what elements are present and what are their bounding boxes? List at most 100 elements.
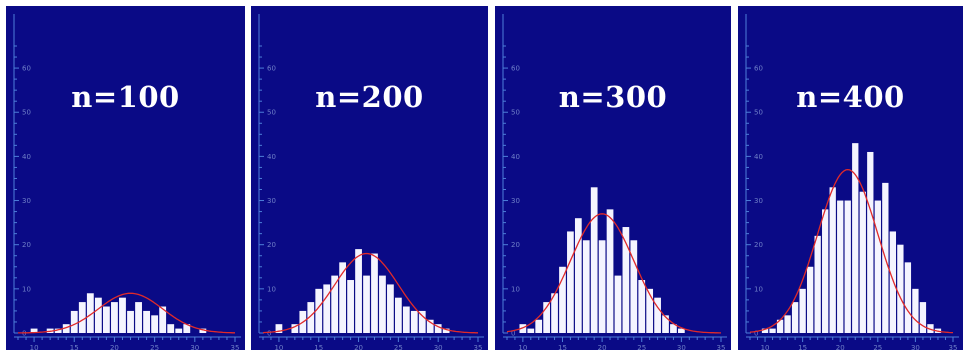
x-tick-label: 15 xyxy=(558,344,567,350)
histogram-bar xyxy=(402,306,410,333)
y-tick-label: 60 xyxy=(511,65,520,73)
y-tick-label: 30 xyxy=(754,197,763,205)
y-tick-label: 20 xyxy=(267,241,276,249)
histogram-chart-1: 0 10 20 30 40 50 60 10 15 20 25 30 35 xyxy=(13,14,241,350)
y-tick-label: 0 xyxy=(511,330,515,338)
histogram-bar xyxy=(307,302,315,333)
histogram-bar xyxy=(291,324,299,333)
y-tick-label: 30 xyxy=(22,197,31,205)
y-tick-label: 60 xyxy=(267,65,276,73)
histogram-bar xyxy=(859,191,866,333)
histogram-bar xyxy=(927,324,934,333)
histogram-bar xyxy=(70,310,78,333)
histogram-bar xyxy=(582,240,590,333)
histogram-bar xyxy=(442,328,450,333)
y-tick-label: 50 xyxy=(22,109,31,117)
y-tick-label: 50 xyxy=(267,109,276,117)
histogram-bar xyxy=(167,324,175,333)
histogram-bar xyxy=(62,324,70,333)
x-tick-label: 30 xyxy=(911,344,920,350)
histogram-bar xyxy=(614,275,622,333)
y-tick-label: 0 xyxy=(22,330,26,338)
histogram-bar xyxy=(410,310,418,333)
histogram-panel-1: 0 10 20 30 40 50 60 10 15 20 25 30 35 n=100 xyxy=(6,6,245,350)
y-tick-label: 30 xyxy=(267,197,276,205)
histogram-bar xyxy=(331,275,339,333)
x-tick-label: 10 xyxy=(30,344,39,350)
x-tick-label: 25 xyxy=(394,344,403,350)
histogram-bar xyxy=(387,284,394,333)
x-tick-label: 20 xyxy=(354,344,363,350)
histogram-bar xyxy=(418,310,426,333)
histogram-bar xyxy=(394,297,402,333)
histogram-bar xyxy=(535,319,543,333)
y-tick-label: 20 xyxy=(754,241,763,249)
histogram-bar xyxy=(355,249,362,333)
y-tick-label: 40 xyxy=(511,153,520,161)
histogram-bar xyxy=(102,306,110,333)
histogram-bar xyxy=(598,240,606,333)
histogram-bar xyxy=(183,324,191,333)
x-tick-label: 30 xyxy=(190,344,199,350)
histogram-bar xyxy=(814,235,821,333)
histogram-bar xyxy=(874,200,881,333)
x-tick-label: 15 xyxy=(314,344,323,350)
histogram-bar xyxy=(559,266,566,333)
y-tick-label: 10 xyxy=(754,285,763,293)
histogram-panel-2: 0 10 20 30 40 50 60 10 15 20 25 30 35 n=200 xyxy=(251,6,488,350)
histogram-bar xyxy=(119,297,126,333)
histogram-bar xyxy=(339,262,347,333)
y-tick-label: 10 xyxy=(22,285,31,293)
histogram-bar xyxy=(638,280,646,333)
histogram-bar xyxy=(761,328,769,333)
x-tick-label: 35 xyxy=(231,344,240,350)
histogram-bar xyxy=(379,275,386,333)
y-tick-label: 40 xyxy=(754,153,763,161)
normal-fit-curve xyxy=(18,292,235,334)
x-tick-label: 10 xyxy=(274,344,283,350)
histogram-bar xyxy=(519,324,527,333)
y-tick-label: 10 xyxy=(267,285,276,293)
histogram-bar xyxy=(776,319,784,333)
y-tick-label: 0 xyxy=(267,330,271,338)
y-tick-label: 50 xyxy=(511,109,520,117)
x-tick-label: 30 xyxy=(677,344,686,350)
x-tick-label: 35 xyxy=(949,344,958,350)
histogram-bar xyxy=(371,253,378,333)
panel-title-4: n=400 xyxy=(796,80,905,114)
histogram-bar xyxy=(135,302,142,333)
y-tick-label: 40 xyxy=(22,153,31,161)
histogram-bar xyxy=(30,328,38,333)
histogram-bar xyxy=(199,328,207,333)
histogram-bar xyxy=(434,324,442,333)
histogram-bar xyxy=(670,324,677,333)
x-tick-label: 25 xyxy=(873,344,882,350)
histogram-bar xyxy=(315,288,323,333)
y-tick-label: 30 xyxy=(511,197,520,205)
histogram-bar xyxy=(111,302,118,333)
histogram-bar xyxy=(543,302,550,333)
histogram-bar xyxy=(769,328,776,333)
histogram-bar xyxy=(889,231,897,333)
histogram-bar xyxy=(662,315,669,333)
x-tick-label: 10 xyxy=(518,344,527,350)
histogram-bar xyxy=(159,306,167,333)
normal-fit-curve xyxy=(749,168,953,334)
x-tick-label: 30 xyxy=(434,344,443,350)
histogram-bar xyxy=(678,328,685,333)
normal-fit-curve xyxy=(506,213,721,334)
y-tick-label: 10 xyxy=(511,285,520,293)
panel-title-3: n=300 xyxy=(558,80,668,114)
y-tick-label: 20 xyxy=(22,241,31,249)
histogram-bar xyxy=(837,200,844,333)
histogram-bar xyxy=(844,200,851,333)
histogram-bar xyxy=(175,328,183,333)
y-tick-label: 60 xyxy=(754,65,763,73)
panel-title-1: n=100 xyxy=(71,80,180,114)
histogram-bar xyxy=(78,302,86,333)
y-tick-label: 40 xyxy=(267,153,276,161)
x-tick-label: 35 xyxy=(474,344,483,350)
histogram-bar xyxy=(347,280,354,333)
